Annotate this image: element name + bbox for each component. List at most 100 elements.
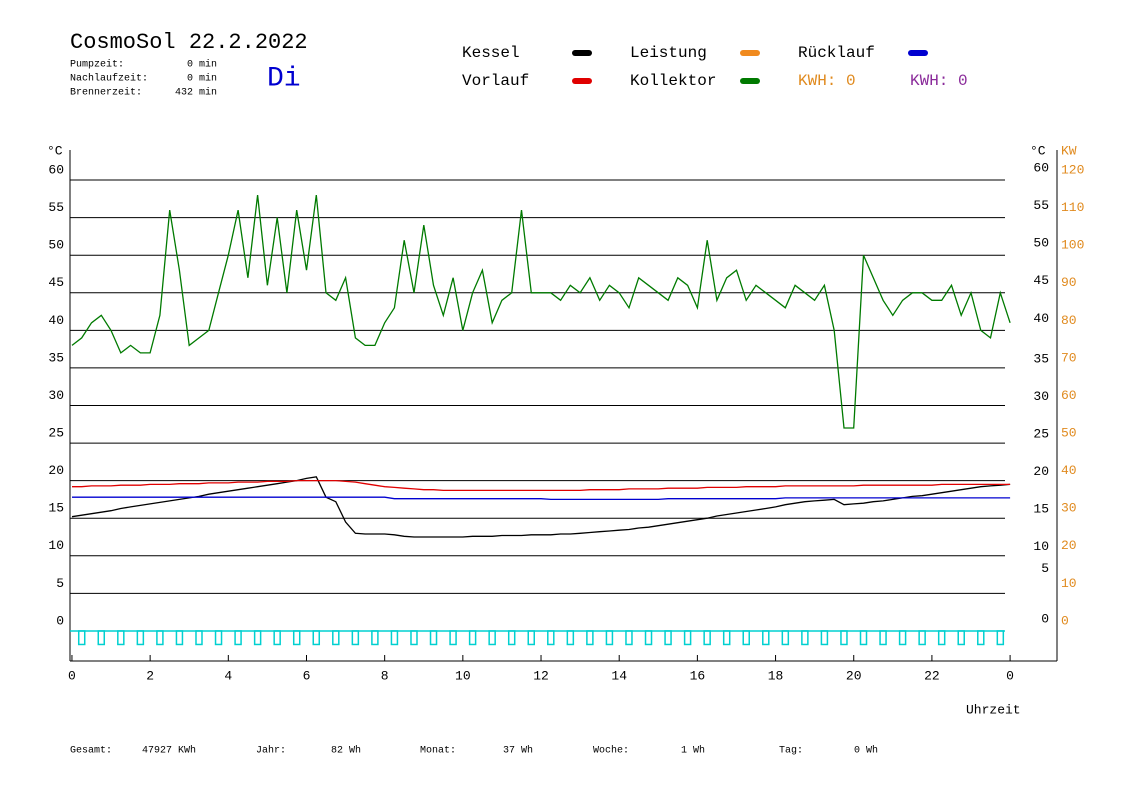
pulse [957, 630, 965, 646]
pulse [273, 630, 281, 646]
pulse [859, 630, 868, 646]
series-line [72, 479, 1011, 492]
x-tick-label: 12 [533, 668, 549, 683]
y2-tick-label: 80 [1061, 313, 1077, 328]
x-tick-label: 0 [68, 668, 76, 683]
y2-tick-label: 50 [1061, 426, 1077, 441]
legend-label: Rücklauf [798, 44, 875, 62]
y2-tick-label: 60 [1061, 388, 1077, 403]
footer-value: 47927 KWh [142, 745, 196, 757]
x-tick-label: 14 [611, 668, 627, 683]
legend-label: Vorlauf [462, 72, 529, 90]
y-tick-label-right: 40 [1033, 311, 1049, 326]
pulse [175, 630, 184, 646]
pulse [664, 630, 672, 646]
y-tick-label-right: 35 [1033, 351, 1049, 366]
y-tick-label: 55 [48, 200, 64, 215]
y2-tick-label: 100 [1061, 238, 1084, 253]
y-tick-label-right: 55 [1033, 198, 1049, 213]
footer-value: 37 Wh [503, 745, 533, 757]
x-axis-label: Uhrzeit [966, 702, 1021, 717]
y2-tick-label: 70 [1061, 350, 1077, 365]
pulse [488, 630, 496, 646]
pulse [918, 630, 926, 646]
pulse [762, 630, 770, 646]
y-tick-label: 25 [48, 426, 64, 441]
y-tick-label-right: 50 [1033, 236, 1049, 251]
pulse [820, 630, 829, 646]
y-tick-label-right: 60 [1033, 160, 1049, 175]
y-axis-label: °C [47, 143, 63, 158]
x-tick-label: 10 [455, 668, 471, 683]
y-tick-label: 20 [48, 463, 64, 478]
pulse [77, 630, 86, 646]
y2-tick-label: 110 [1061, 200, 1084, 215]
x-tick-label: 2 [146, 668, 154, 683]
pulse [468, 630, 477, 646]
pulse [527, 630, 536, 646]
x-tick-label: 22 [924, 668, 940, 683]
pulse [937, 630, 946, 646]
x-tick-label: 18 [768, 668, 784, 683]
y2-tick-label: 120 [1061, 162, 1084, 177]
footer-label: Woche: [593, 745, 629, 757]
pulse [371, 630, 379, 646]
y-tick-label-right: 25 [1033, 427, 1049, 442]
pulse [234, 630, 242, 646]
y-tick-label-right: 30 [1033, 389, 1049, 404]
footer-label: Tag: [779, 746, 803, 757]
pulse [977, 630, 985, 646]
y2-tick-label: 10 [1061, 576, 1077, 591]
x-tick-label: 6 [303, 668, 311, 683]
footer-value: 82 Wh [331, 745, 361, 757]
pulse [566, 630, 575, 646]
y-tick-label-right: 10 [1033, 539, 1049, 554]
y-tick-label: 30 [48, 388, 64, 403]
y-tick-label: 15 [48, 501, 64, 516]
y-axis-label-right: °C [1030, 143, 1046, 158]
footer-label: Monat: [420, 746, 456, 757]
pulse [97, 630, 106, 646]
info-label: Pumpzeit: [70, 59, 124, 71]
pulse [136, 630, 145, 646]
y2-tick-label: 0 [1061, 613, 1069, 628]
info-label: Nachlaufzeit: [70, 73, 148, 85]
y-tick-label: 10 [48, 538, 64, 553]
pulse [214, 630, 223, 646]
info-value: 432 min [175, 87, 217, 99]
kwh-label: KWH: 0 [798, 72, 856, 90]
legend-label: Kollektor [630, 72, 716, 90]
info-value: 0 min [187, 59, 217, 71]
y2-tick-label: 40 [1061, 463, 1077, 478]
y2-tick-label: 90 [1061, 275, 1077, 290]
pulse [801, 630, 809, 646]
pulse [996, 630, 1005, 646]
pulse [332, 630, 340, 646]
x-tick-label: 8 [381, 668, 389, 683]
pulse [195, 630, 203, 646]
pulse [507, 630, 516, 646]
y-tick-label-right: 5 [1041, 561, 1049, 576]
series-line [72, 496, 1011, 501]
pulse [410, 630, 418, 646]
pulse [156, 630, 164, 646]
pulse [898, 630, 907, 646]
legend-label: Kessel [462, 44, 520, 62]
y2-tick-label: 20 [1061, 538, 1077, 553]
y-tick-label: 0 [56, 613, 64, 628]
y-tick-label: 40 [48, 313, 64, 328]
pulse [879, 630, 887, 646]
y-tick-label: 45 [48, 275, 64, 290]
pulse [625, 630, 633, 646]
footer-label: Jahr: [256, 745, 286, 757]
pulse [547, 630, 555, 646]
footer-value: 0 Wh [854, 745, 878, 757]
pulse [742, 630, 750, 646]
weekday: Di [267, 63, 301, 94]
pulse [840, 630, 848, 646]
pulse [722, 630, 731, 646]
pulse [117, 630, 125, 646]
info-value: 0 min [187, 73, 217, 85]
x-tick-label: 0 [1006, 668, 1014, 683]
y-tick-label: 50 [48, 238, 64, 253]
